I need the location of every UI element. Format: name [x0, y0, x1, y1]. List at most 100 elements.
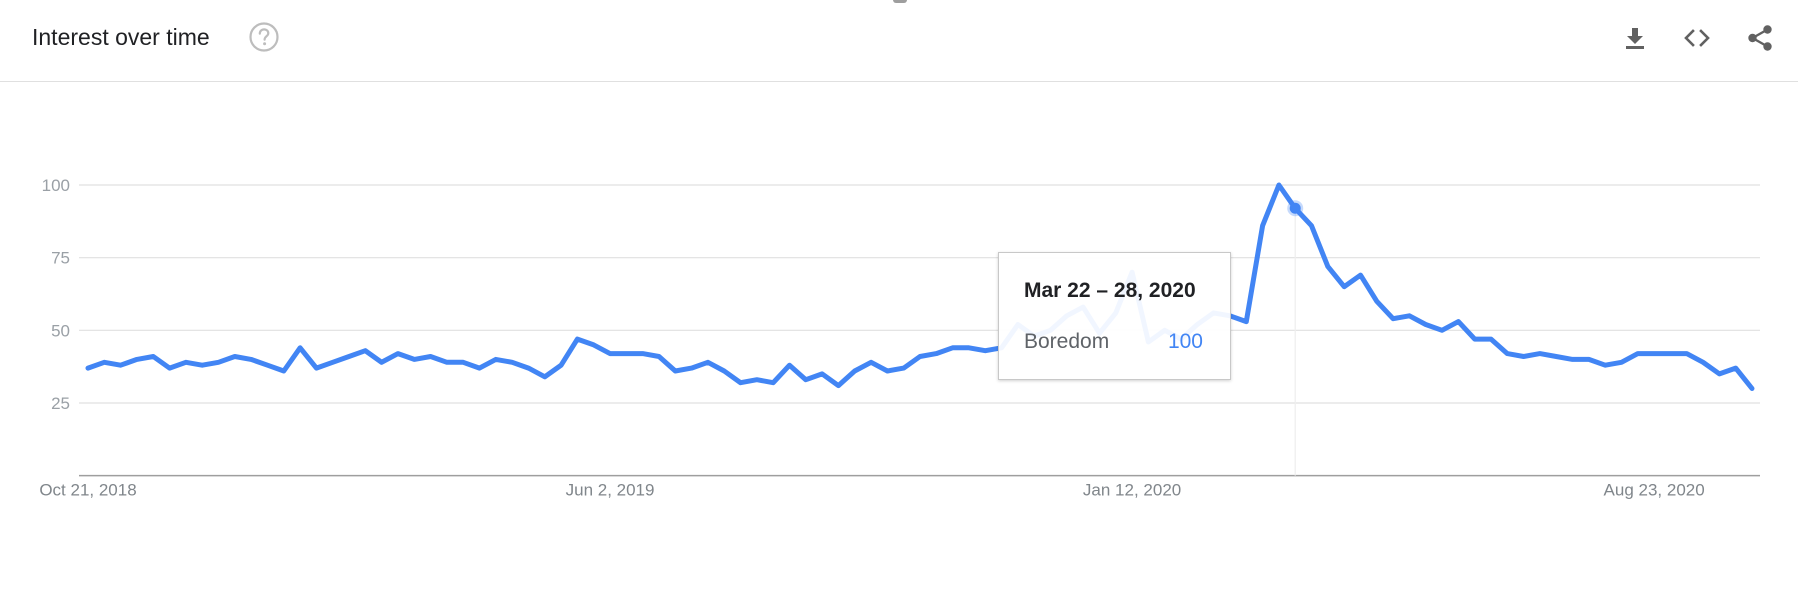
- data-point: [592, 343, 596, 347]
- series-line-boredom: [85, 182, 1755, 391]
- data-point: [331, 360, 335, 364]
- data-point: [1473, 337, 1477, 341]
- chart-title: Interest over time: [32, 24, 210, 50]
- data-point: [1342, 285, 1346, 289]
- data-point: [951, 346, 955, 350]
- data-point: [526, 366, 530, 370]
- data-point: [902, 366, 906, 370]
- data-point: [1358, 273, 1362, 277]
- download-icon[interactable]: [1619, 22, 1651, 54]
- data-point: [869, 360, 873, 364]
- data-point: [510, 360, 514, 364]
- x-tick-label: Aug 23, 2020: [1604, 481, 1705, 500]
- data-point: [445, 360, 449, 364]
- data-point: [1603, 363, 1607, 367]
- data-point: [461, 360, 465, 364]
- data-point: [1424, 323, 1428, 327]
- data-point: [624, 352, 628, 356]
- data-point: [1636, 352, 1640, 356]
- help-circle-icon[interactable]: [248, 21, 280, 53]
- data-point: [1310, 224, 1314, 228]
- data-point: [1440, 328, 1444, 332]
- data-point: [1668, 352, 1672, 356]
- highlight-point: [1289, 202, 1301, 214]
- data-point: [885, 369, 889, 373]
- data-point: [1391, 317, 1395, 321]
- data-point: [233, 354, 237, 358]
- data-point: [1587, 357, 1591, 361]
- data-point: [1407, 314, 1411, 318]
- data-point: [380, 360, 384, 364]
- data-point: [722, 369, 726, 373]
- data-point: [1489, 337, 1493, 341]
- data-point: [575, 337, 579, 341]
- data-point: [135, 357, 139, 361]
- tooltip-series-name: Boredom: [1024, 330, 1110, 353]
- data-point: [184, 360, 188, 364]
- top-tab-indicator: [893, 0, 907, 3]
- data-point: [918, 354, 922, 358]
- data-point: [673, 369, 677, 373]
- data-point: [853, 369, 857, 373]
- x-tick-label: Oct 21, 2018: [39, 481, 136, 500]
- x-tick-label: Jan 12, 2020: [1083, 481, 1181, 500]
- data-point: [1375, 299, 1379, 303]
- data-point: [1261, 224, 1265, 228]
- y-tick-label: 25: [51, 394, 70, 413]
- tooltip-value: 100: [1167, 330, 1203, 353]
- data-point: [1571, 357, 1575, 361]
- x-tick-label: Jun 2, 2019: [566, 481, 655, 500]
- data-point: [429, 354, 433, 358]
- data-point: [282, 369, 286, 373]
- data-point: [200, 363, 204, 367]
- data-point: [820, 372, 824, 376]
- data-point: [1750, 386, 1754, 390]
- y-tick-label: 50: [51, 321, 70, 340]
- data-point: [804, 378, 808, 382]
- y-tick-label: 75: [51, 249, 70, 268]
- data-point: [739, 381, 743, 385]
- data-point: [1734, 366, 1738, 370]
- data-point: [1554, 354, 1558, 358]
- data-point: [1538, 352, 1542, 356]
- data-point: [168, 366, 172, 370]
- data-point: [983, 349, 987, 353]
- data-point: [1522, 354, 1526, 358]
- data-point: [1652, 352, 1656, 356]
- data-point: [249, 357, 253, 361]
- data-point: [151, 354, 155, 358]
- code-embed-icon[interactable]: [1681, 22, 1713, 54]
- data-point: [836, 384, 840, 388]
- data-point: [787, 363, 791, 367]
- data-point: [119, 363, 123, 367]
- data-point: [967, 346, 971, 350]
- data-point: [396, 352, 400, 356]
- data-point: [1505, 352, 1509, 356]
- share-icon[interactable]: [1744, 22, 1776, 54]
- y-tick-label: 100: [42, 176, 70, 195]
- data-point: [1619, 360, 1623, 364]
- data-point: [478, 366, 482, 370]
- data-point: [771, 381, 775, 385]
- data-point: [690, 366, 694, 370]
- data-point: [412, 357, 416, 361]
- data-point: [1277, 183, 1281, 187]
- data-point: [1717, 372, 1721, 376]
- data-point: [86, 366, 90, 370]
- data-point: [265, 363, 269, 367]
- data-point: [755, 378, 759, 382]
- data-point: [347, 354, 351, 358]
- data-point: [102, 360, 106, 364]
- tooltip-date: Mar 22 – 28, 2020: [1024, 279, 1196, 302]
- data-point: [298, 346, 302, 350]
- data-point: [1326, 264, 1330, 268]
- interest-line-chart: 25 50 75 100 Oct 21, 2018 Jun 2, 2019 Jan 12, …: [39, 176, 1760, 500]
- data-point: [706, 360, 710, 364]
- data-point: [543, 375, 547, 379]
- data-point: [657, 354, 661, 358]
- data-point: [608, 352, 612, 356]
- data-point: [1701, 360, 1705, 364]
- data-point: [1685, 352, 1689, 356]
- header: Interest over time: [0, 0, 1798, 82]
- data-point: [314, 366, 318, 370]
